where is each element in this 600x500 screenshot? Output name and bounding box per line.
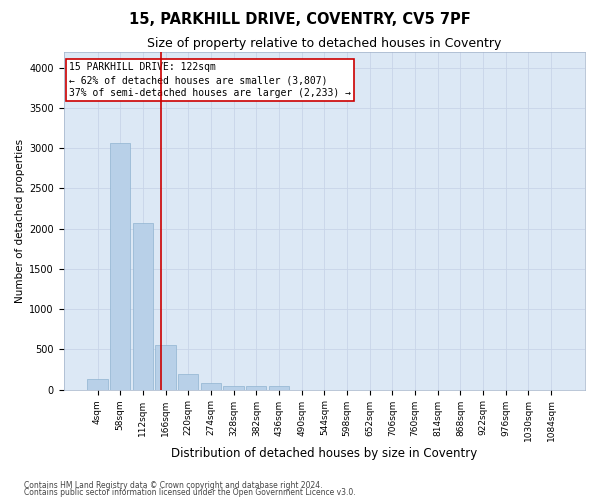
Bar: [269, 386, 289, 390]
Bar: [110, 144, 130, 390]
X-axis label: Distribution of detached houses by size in Coventry: Distribution of detached houses by size …: [171, 447, 478, 460]
Y-axis label: Number of detached properties: Number of detached properties: [15, 138, 25, 302]
Bar: [178, 374, 199, 390]
Bar: [246, 386, 266, 390]
Bar: [133, 223, 153, 390]
Bar: [88, 379, 108, 390]
Title: Size of property relative to detached houses in Coventry: Size of property relative to detached ho…: [147, 38, 502, 51]
Text: 15 PARKHILL DRIVE: 122sqm
← 62% of detached houses are smaller (3,807)
37% of se: 15 PARKHILL DRIVE: 122sqm ← 62% of detac…: [69, 62, 351, 98]
Bar: [155, 344, 176, 390]
Bar: [223, 386, 244, 390]
Text: 15, PARKHILL DRIVE, COVENTRY, CV5 7PF: 15, PARKHILL DRIVE, COVENTRY, CV5 7PF: [129, 12, 471, 28]
Text: Contains public sector information licensed under the Open Government Licence v3: Contains public sector information licen…: [24, 488, 356, 497]
Bar: [201, 383, 221, 390]
Text: Contains HM Land Registry data © Crown copyright and database right 2024.: Contains HM Land Registry data © Crown c…: [24, 480, 323, 490]
